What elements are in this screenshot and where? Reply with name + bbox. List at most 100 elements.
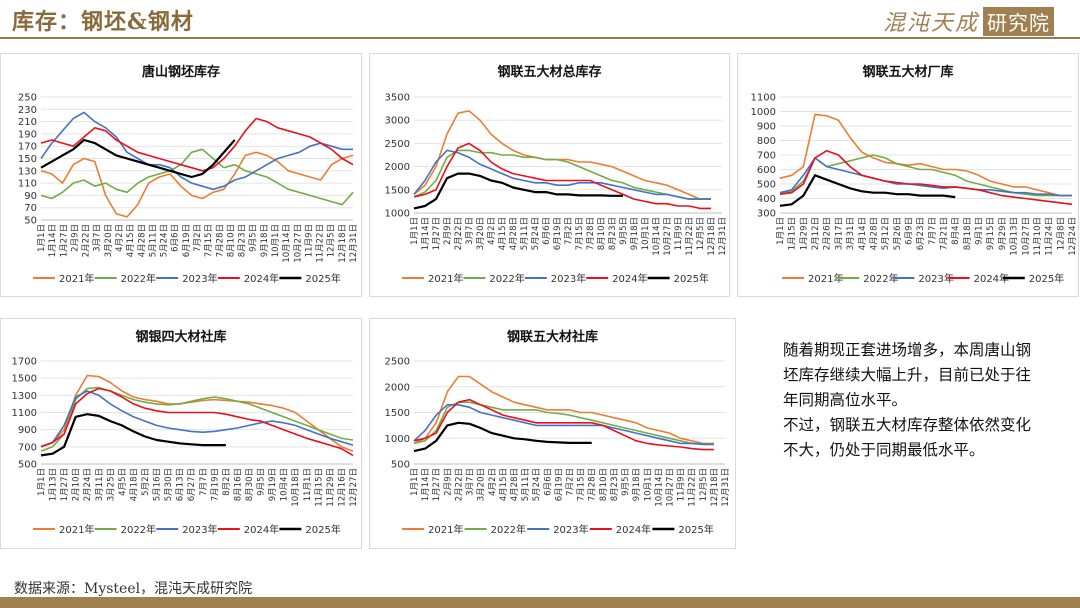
series-line-2024年 [779,149,1073,206]
x-tick-label: 3月25日 [106,468,116,501]
x-tick-label: 1月14日 [421,468,431,501]
series-line-2024年 [413,142,711,210]
x-tick-label: 1月1日 [37,468,47,496]
x-tick-label: 11月15日 [314,468,324,507]
x-tick-label: 12月5日 [327,224,337,257]
x-tick-label: 3月20日 [104,224,114,257]
x-tick-label: 4月15日 [498,217,508,250]
x-tick-label: 6月19日 [554,468,564,501]
x-tick-label: 10月4日 [280,468,290,501]
x-tick-label: 12月8日 [1056,217,1066,250]
chart-four-materials-social-inventory: 钢银四大材社库 500 700 900 1100 1300 1500 1700 1月1日 1月13… [12,329,359,536]
x-tick-label: 8月4日 [951,217,961,245]
x-tick-label: 4月18日 [129,468,139,501]
x-tick-label: 7月2日 [193,224,203,252]
chart-panel-steel-silver-social: 钢银四大材社库 500 700 900 1100 1300 1500 1700 1月1日 1月13… [0,318,362,549]
chart-title: 钢联五大材社库 [507,329,598,345]
x-tick-label: 12月16日 [337,468,347,507]
y-tick-label: 900 [757,122,776,133]
x-tick-label: 5月11日 [148,224,158,257]
page-title: 库存：钢坯&钢材 [12,9,194,35]
y-tick-label: 230 [18,105,37,116]
x-tick-label: 6月6日 [171,224,181,252]
x-tick-label: 2月24日 [83,468,93,501]
x-tick-label: 10月1日 [643,468,653,501]
x-tick-label: 8月23日 [238,224,248,257]
y-tick-label: 2500 [385,139,410,150]
x-tick-label: 1月14日 [421,217,431,250]
x-tick-label: 10月27日 [293,224,303,263]
legend-label: 2025年 [1029,272,1064,285]
x-tick-label: 5月11日 [521,468,531,501]
x-tick-label: 5月12日 [881,217,891,250]
x-tick-label: 8月23日 [610,468,620,501]
logo: 混沌天成 研究院 [883,6,1054,36]
x-tick-label: 1月15日 [788,217,798,250]
x-tick-label: 12月31日 [349,224,359,263]
legend-label: 2021年 [808,272,843,285]
y-tick-label: 1300 [12,391,37,402]
x-tick-label: 8月10日 [597,217,607,250]
x-tick-label: 12月5日 [699,468,709,501]
series-line-2021年 [413,110,711,200]
x-tick-label: 12月31日 [721,468,731,507]
x-tick-label: 8月30日 [245,468,255,501]
x-tick-label: 1月1日 [37,224,47,252]
legend-label: 2025年 [674,272,709,285]
x-tick-label: 10月14日 [282,224,292,263]
x-tick-label: 7月28日 [215,224,225,257]
legend-label: 2023年 [551,272,586,285]
x-tick-label: 4月15日 [126,224,136,257]
x-tick-label: 9月5日 [257,468,267,496]
x-tick-label: 2月12日 [811,217,821,250]
x-tick-label: 2月22日 [454,217,464,250]
x-tick-label: 8月10日 [599,468,609,501]
x-tick-label: 8月23日 [608,217,618,250]
series-line-2024年 [40,387,354,457]
x-tick-label: 3月7日 [93,224,103,252]
x-tick-label: 12月18日 [710,468,720,507]
legend-label: 2022年 [491,523,526,536]
x-tick-label: 12月27日 [349,468,359,507]
x-tick-label: 9月18日 [630,217,640,250]
x-tick-label: 4月14日 [858,217,868,250]
x-tick-label: 9月18日 [260,224,270,257]
x-tick-label: 8月18日 [963,217,973,250]
x-tick-label: 3月20日 [477,468,487,501]
y-tick-label: 500 [18,460,37,471]
x-tick-label: 11月22日 [685,217,695,256]
series-line-2024年 [40,117,354,172]
x-tick-label: 12月18日 [338,224,348,263]
x-tick-label: 2月9日 [443,468,453,496]
x-tick-label: 10月27日 [663,217,673,256]
y-tick-label: 130 [18,166,37,177]
x-tick-label: 1月1日 [410,217,420,245]
y-tick-label: 1000 [385,434,410,445]
series-line-2021年 [40,151,354,218]
series-line-2025年 [779,174,956,207]
x-tick-label: 12月31日 [718,217,728,256]
y-tick-label: 700 [18,442,37,453]
y-tick-label: 1500 [12,374,37,385]
x-tick-label: 5月24日 [531,217,541,250]
chart-title: 钢联五大材总库存 [497,64,601,80]
x-tick-label: 12月18日 [707,217,717,256]
data-source: 数据来源：Mysteel，混沌天成研究院 [14,581,253,597]
x-tick-label: 10月27日 [1021,217,1031,256]
y-tick-label: 500 [757,180,776,191]
series-line-2023年 [413,404,714,446]
legend-label: 2021年 [428,272,463,285]
x-tick-label: 9月1日 [975,217,985,245]
x-tick-label: 7月7日 [928,217,938,245]
chart-panel-five-total: 钢联五大材总库存 1000 1500 2000 2500 3000 3500 1月1日 1月14… [369,53,730,297]
x-tick-label: 1月27日 [432,468,442,501]
x-tick-label: 9月5日 [619,217,629,245]
y-tick-label: 3500 [385,93,410,104]
x-tick-label: 8月10日 [226,224,236,257]
y-tick-label: 2000 [385,162,410,173]
x-tick-label: 10月27日 [665,468,675,507]
x-tick-label: 11月24日 [1045,217,1055,256]
x-tick-label: 4月28日 [869,217,879,250]
y-tick-label: 210 [18,117,37,128]
series-line-2025年 [40,413,226,457]
